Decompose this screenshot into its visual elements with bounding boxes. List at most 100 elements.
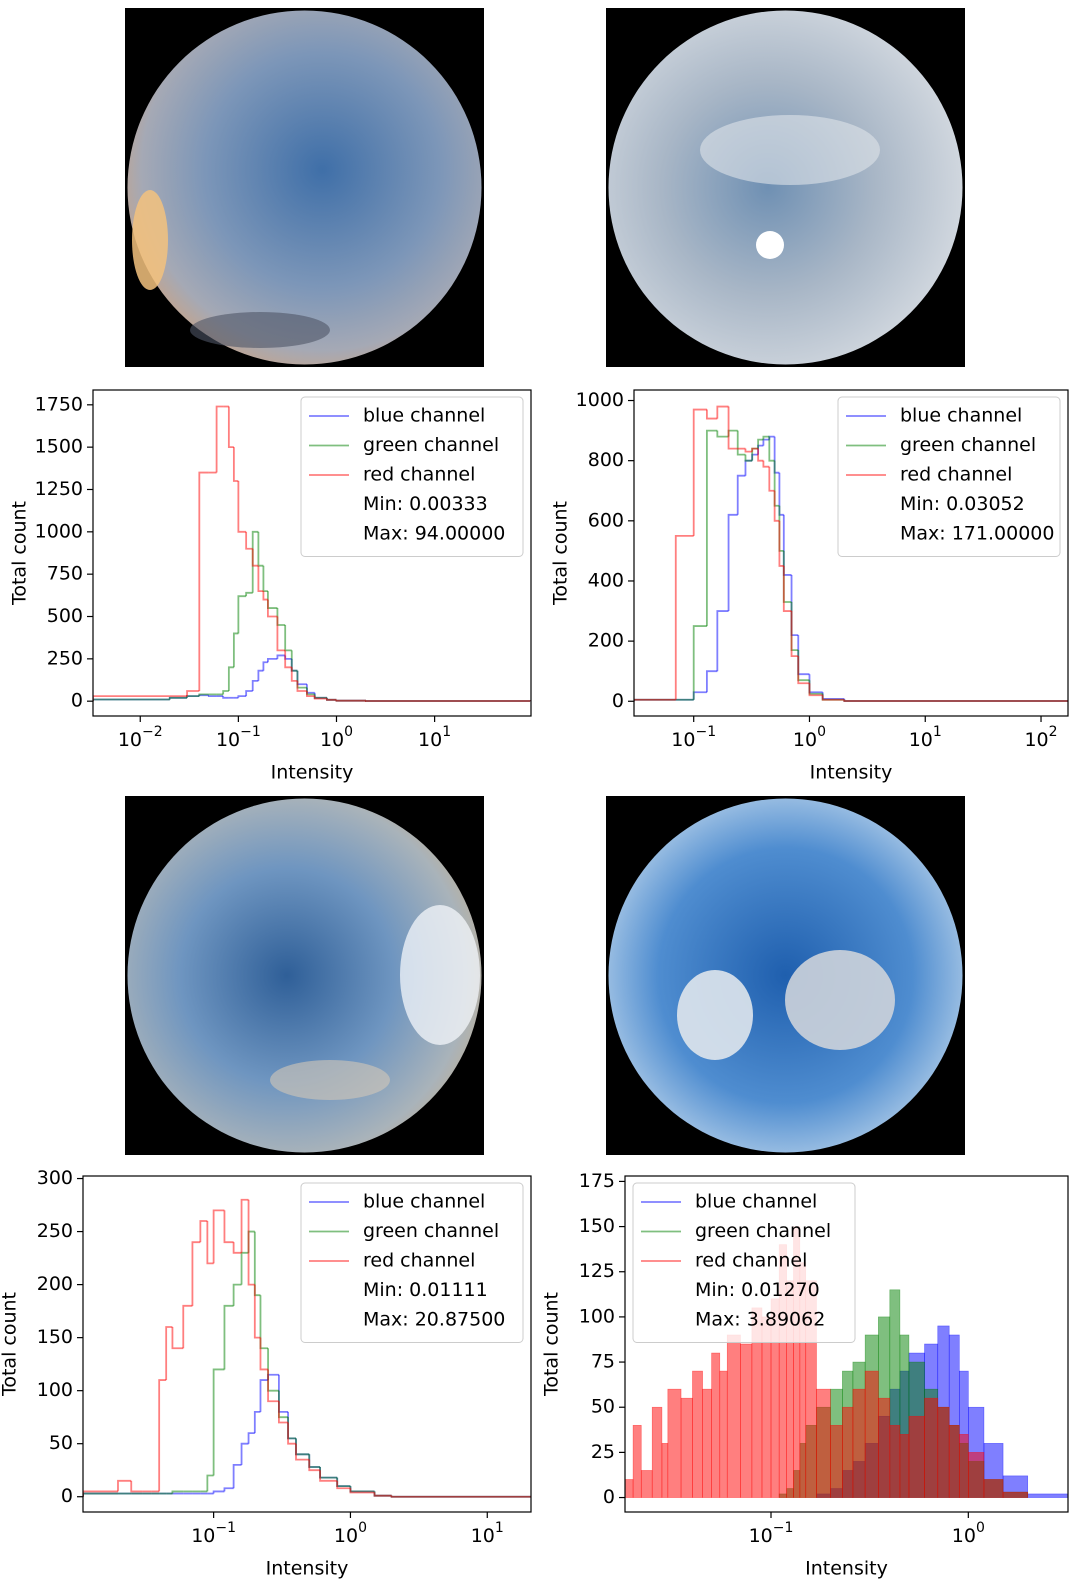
histogram-step	[246, 691, 253, 696]
histogram-step	[309, 1460, 320, 1471]
histogram-step	[729, 407, 738, 449]
sky-image	[606, 8, 965, 367]
legend-note: Min: 0.01111	[363, 1279, 488, 1301]
legend-label: green channel	[363, 434, 499, 456]
histogram-bin	[703, 1389, 712, 1497]
histogram-step	[707, 431, 717, 626]
histogram-bin	[865, 1371, 878, 1497]
histogram-bin	[762, 1317, 771, 1498]
histogram-step	[337, 1481, 350, 1488]
histogram-bin	[625, 1479, 633, 1497]
histogram-bin	[900, 1434, 909, 1497]
histogram-step	[214, 1491, 225, 1493]
legend-label: red channel	[695, 1250, 807, 1272]
legend-label: blue channel	[900, 405, 1022, 427]
y-tick-label: 400	[588, 569, 624, 591]
legend-note: Max: 20.87500	[363, 1309, 505, 1331]
histogram-step	[214, 1369, 225, 1475]
histogram-step	[336, 700, 366, 701]
histogram-step	[792, 602, 799, 650]
sky-image	[125, 796, 484, 1155]
histogram-step	[207, 1221, 213, 1263]
histogram-step	[297, 671, 307, 685]
y-tick-label: 1000	[576, 389, 624, 411]
histogram-bin	[878, 1398, 889, 1497]
histogram-step	[263, 566, 267, 591]
x-tick-label: 100	[793, 724, 826, 751]
histogram-step	[296, 1444, 309, 1460]
x-tick-label: 10−2	[118, 724, 163, 751]
histogram-bin	[681, 1398, 692, 1497]
histogram-step	[229, 407, 234, 448]
legend-label: blue channel	[363, 405, 485, 427]
histogram-step	[809, 674, 822, 692]
y-tick-label: 100	[579, 1305, 615, 1327]
histogram-step	[249, 1232, 255, 1253]
x-tick-label: 101	[909, 724, 942, 751]
histogram-step	[238, 696, 246, 698]
x-axis-label: Intensity	[810, 762, 893, 784]
histogram-bin	[740, 1344, 751, 1498]
y-tick-label: 125	[579, 1260, 615, 1282]
histogram-bin	[712, 1353, 720, 1498]
histogram-step	[392, 1496, 531, 1497]
histogram-step	[758, 449, 763, 461]
y-tick-label: 0	[71, 690, 83, 712]
legend-label: green channel	[695, 1220, 831, 1242]
histogram-bin	[668, 1389, 681, 1497]
histogram-step	[798, 650, 809, 680]
sky-image	[125, 8, 484, 367]
x-axis-label: Intensity	[805, 1558, 888, 1580]
histogram-step	[255, 1412, 261, 1433]
y-tick-label: 25	[591, 1441, 615, 1463]
y-tick-label: 175	[579, 1170, 615, 1192]
x-tick-label: 100	[334, 1520, 367, 1547]
y-tick-label: 600	[588, 509, 624, 531]
histogram-bin	[641, 1470, 652, 1497]
histogram-step	[279, 1391, 288, 1418]
histogram-step	[823, 692, 845, 699]
histogram-step	[707, 410, 717, 419]
x-tick-label: 10−1	[749, 1520, 794, 1547]
x-tick-label: 101	[471, 1520, 504, 1547]
histogram-step	[745, 461, 752, 476]
histogram-step	[738, 476, 746, 515]
legend-note: Max: 94.00000	[363, 523, 505, 545]
y-tick-label: 1750	[35, 393, 83, 415]
histogram-step	[745, 449, 752, 452]
histogram-bin	[816, 1389, 830, 1497]
histogram-step	[249, 1200, 255, 1285]
histogram-step	[296, 1438, 309, 1454]
histogram-bin	[909, 1416, 925, 1497]
histogram-step	[258, 671, 263, 681]
y-tick-label: 500	[47, 605, 83, 627]
histogram-bin	[853, 1389, 865, 1497]
y-tick-label: 50	[591, 1396, 615, 1418]
histogram-step	[288, 1417, 296, 1438]
histogram-step	[309, 1454, 320, 1467]
histogram-step	[170, 698, 187, 700]
histogram-step	[258, 532, 263, 566]
histogram-step	[246, 593, 253, 596]
histogram-step	[694, 626, 707, 700]
histogram-step	[366, 701, 530, 702]
histogram-step	[634, 700, 676, 702]
histogram-step	[187, 696, 199, 698]
legend-note: Min: 0.01270	[695, 1279, 820, 1301]
legend: blue channelgreen channelred channelMin:…	[301, 397, 523, 557]
histogram-step	[320, 1467, 337, 1478]
histogram-step	[738, 431, 746, 455]
histogram-step	[260, 1338, 268, 1370]
legend-label: red channel	[363, 1250, 475, 1272]
histogram-step	[798, 656, 809, 683]
histogram-step	[268, 1375, 279, 1380]
histogram-step	[307, 684, 315, 692]
histogram-step	[223, 696, 229, 698]
legend-label: red channel	[363, 464, 475, 486]
histogram-step	[234, 1242, 242, 1253]
histogram-step	[159, 1380, 166, 1491]
legend-label: green channel	[900, 434, 1036, 456]
histogram-step	[285, 655, 292, 658]
